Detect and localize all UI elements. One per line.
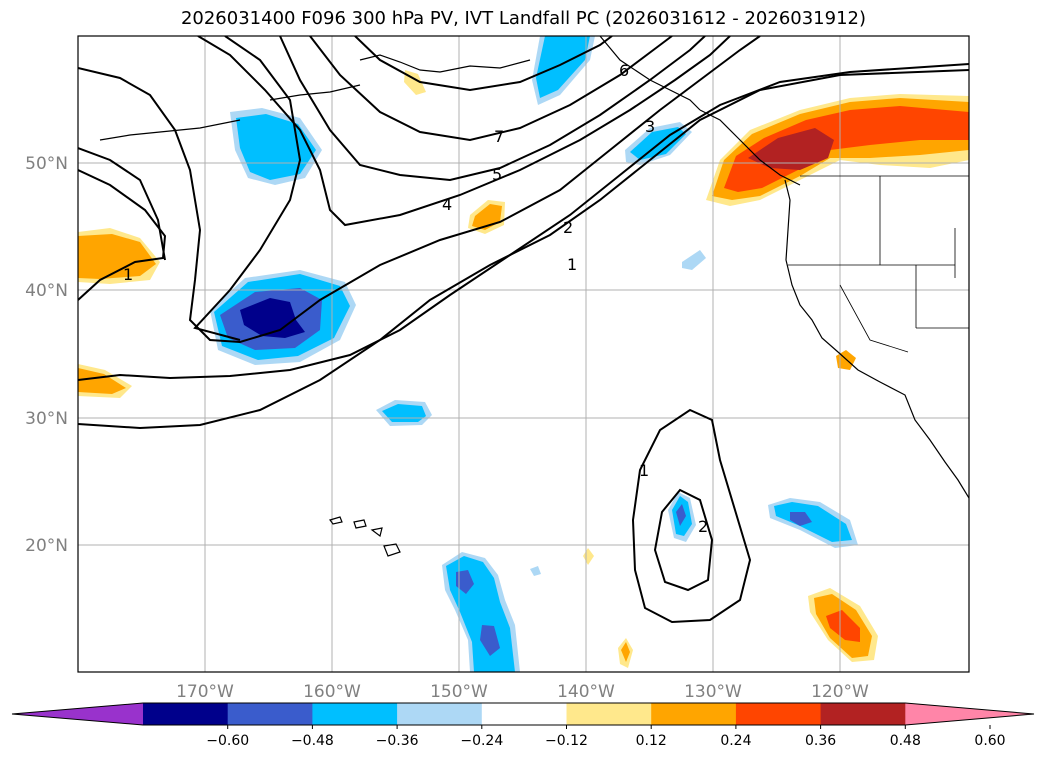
svg-text:2: 2 (698, 517, 708, 536)
lon-label-140: 140°W (557, 682, 615, 702)
contour-labels: 7 6 5 4 3 2 1 1 1 2 (123, 61, 708, 536)
gridlines (78, 36, 969, 672)
colorbar-bin (651, 703, 737, 725)
lat-label-20: 20°N (25, 536, 68, 556)
colorbar-tick-label: −0.48 (291, 733, 334, 749)
lon-label-170: 170°W (176, 682, 234, 702)
contours (78, 36, 969, 624)
lon-label-150: 150°W (430, 682, 488, 702)
svg-text:2: 2 (563, 218, 573, 237)
colorbar-outline (11, 702, 1035, 726)
svg-text:1: 1 (567, 255, 577, 274)
plot-area: 7 6 5 4 3 2 1 1 1 2 (78, 36, 969, 672)
colorbar-bin (735, 703, 822, 725)
colorbar-tick-label: 0.24 (720, 733, 751, 749)
svg-text:4: 4 (442, 195, 452, 214)
longitude-labels: 170°W 160°W 150°W 140°W 130°W 120°W (176, 682, 869, 702)
colorbar-tick-label: 0.60 (974, 733, 1005, 749)
colorbar-bin (397, 703, 483, 725)
borders (788, 175, 969, 353)
colorbar-bin (312, 703, 398, 725)
colorbar-tick-label: 0.48 (890, 733, 921, 749)
latitude-labels: 50°N 40°N 30°N 20°N (25, 154, 68, 556)
svg-text:5: 5 (492, 165, 502, 184)
colorbar-tick-labels: −0.60 −0.48 −0.36 −0.24 −0.12 0.12 0.24 0.36 0.4… (206, 725, 1006, 749)
lat-label-30: 30°N (25, 409, 68, 429)
svg-text:3: 3 (645, 117, 655, 136)
colorbar-bin (227, 703, 313, 725)
svg-text:6: 6 (619, 61, 629, 80)
svg-text:7: 7 (494, 127, 504, 146)
hawaii-islands (329, 516, 401, 557)
colorbar-bin (820, 703, 906, 725)
colorbar-tick-label: −0.60 (206, 733, 249, 749)
plot-frame (77, 35, 970, 673)
colorbar-extend-low (12, 703, 143, 725)
colorbar-bin (566, 703, 652, 725)
colorbar-tick-label: −0.24 (460, 733, 503, 749)
colorbar-bin (143, 703, 229, 725)
colorbar-tick-label: −0.12 (545, 733, 588, 749)
colorbar-tick-label: 0.12 (636, 733, 667, 749)
lon-label-130: 130°W (684, 682, 742, 702)
map-title: 2026031400 F096 300 hPa PV, IVT Landfall… (180, 8, 867, 29)
colorbar (11, 702, 1035, 726)
lon-label-160: 160°W (303, 682, 361, 702)
svg-text:1: 1 (123, 265, 133, 284)
lat-label-50: 50°N (25, 154, 68, 174)
colorbar-tick-label: −0.36 (376, 733, 419, 749)
lat-label-40: 40°N (25, 281, 68, 301)
colorbar-extend-high (905, 703, 1034, 725)
colorbar-bin (481, 703, 567, 725)
svg-text:1: 1 (639, 461, 649, 480)
lon-label-120: 120°W (811, 682, 869, 702)
colorbar-tick-label: 0.36 (805, 733, 836, 749)
